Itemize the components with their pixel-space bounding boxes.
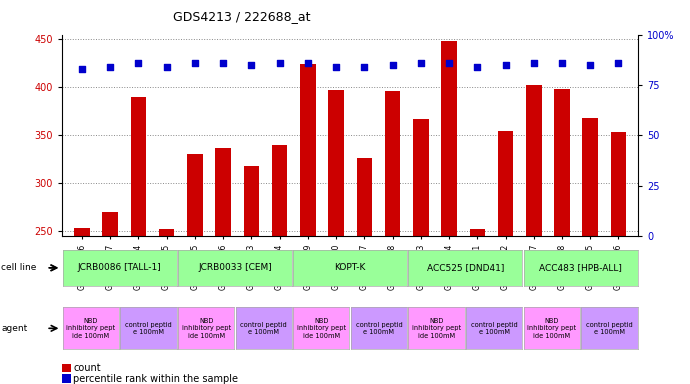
Bar: [526, 86, 542, 384]
Point: [105, 64, 116, 70]
Bar: [130, 97, 146, 384]
Text: KOPT-K: KOPT-K: [335, 263, 366, 272]
Bar: [272, 145, 287, 384]
Text: count: count: [73, 363, 101, 373]
Text: JCRB0033 [CEM]: JCRB0033 [CEM]: [198, 263, 272, 272]
Text: control peptid
e 100mM: control peptid e 100mM: [586, 322, 633, 335]
Text: NBD
inhibitory pept
ide 100mM: NBD inhibitory pept ide 100mM: [412, 318, 461, 339]
Point: [77, 66, 88, 72]
Text: percentile rank within the sample: percentile rank within the sample: [73, 374, 238, 384]
Point: [556, 60, 567, 66]
Text: NBD
inhibitory pept
ide 100mM: NBD inhibitory pept ide 100mM: [297, 318, 346, 339]
Text: NBD
inhibitory pept
ide 100mM: NBD inhibitory pept ide 100mM: [66, 318, 115, 339]
Point: [217, 60, 228, 66]
Point: [415, 60, 426, 66]
Point: [500, 62, 511, 68]
Bar: [413, 119, 428, 384]
Point: [331, 64, 342, 70]
Text: control peptid
e 100mM: control peptid e 100mM: [125, 322, 172, 335]
Point: [584, 62, 595, 68]
Bar: [102, 212, 118, 384]
Bar: [611, 131, 627, 384]
Text: JCRB0086 [TALL-1]: JCRB0086 [TALL-1]: [78, 263, 161, 272]
Point: [189, 60, 200, 66]
Text: GDS4213 / 222688_at: GDS4213 / 222688_at: [172, 10, 310, 23]
Bar: [187, 154, 203, 384]
Point: [161, 64, 172, 70]
Point: [359, 64, 370, 70]
Text: cell line: cell line: [1, 263, 37, 272]
Bar: [385, 91, 400, 384]
Bar: [244, 166, 259, 384]
Text: control peptid
e 100mM: control peptid e 100mM: [355, 322, 402, 335]
Bar: [497, 131, 513, 384]
Point: [472, 64, 483, 70]
Text: ACC483 [HPB-ALL]: ACC483 [HPB-ALL]: [539, 263, 622, 272]
Bar: [159, 230, 175, 384]
Text: control peptid
e 100mM: control peptid e 100mM: [471, 322, 518, 335]
Bar: [469, 230, 485, 384]
Point: [387, 62, 398, 68]
Point: [274, 60, 285, 66]
Bar: [554, 89, 570, 384]
Bar: [582, 118, 598, 384]
Point: [529, 60, 540, 66]
Bar: [357, 159, 372, 384]
Point: [613, 60, 624, 66]
Text: ACC525 [DND41]: ACC525 [DND41]: [426, 263, 504, 272]
Text: control peptid
e 100mM: control peptid e 100mM: [240, 322, 287, 335]
Point: [444, 60, 455, 66]
Text: NBD
inhibitory pept
ide 100mM: NBD inhibitory pept ide 100mM: [181, 318, 230, 339]
Point: [302, 60, 313, 66]
Bar: [328, 90, 344, 384]
Bar: [300, 65, 315, 384]
Point: [133, 60, 144, 66]
Text: agent: agent: [1, 324, 28, 333]
Bar: [74, 228, 90, 384]
Point: [246, 62, 257, 68]
Bar: [442, 41, 457, 384]
Text: NBD
inhibitory pept
ide 100mM: NBD inhibitory pept ide 100mM: [527, 318, 576, 339]
Bar: [215, 148, 231, 384]
